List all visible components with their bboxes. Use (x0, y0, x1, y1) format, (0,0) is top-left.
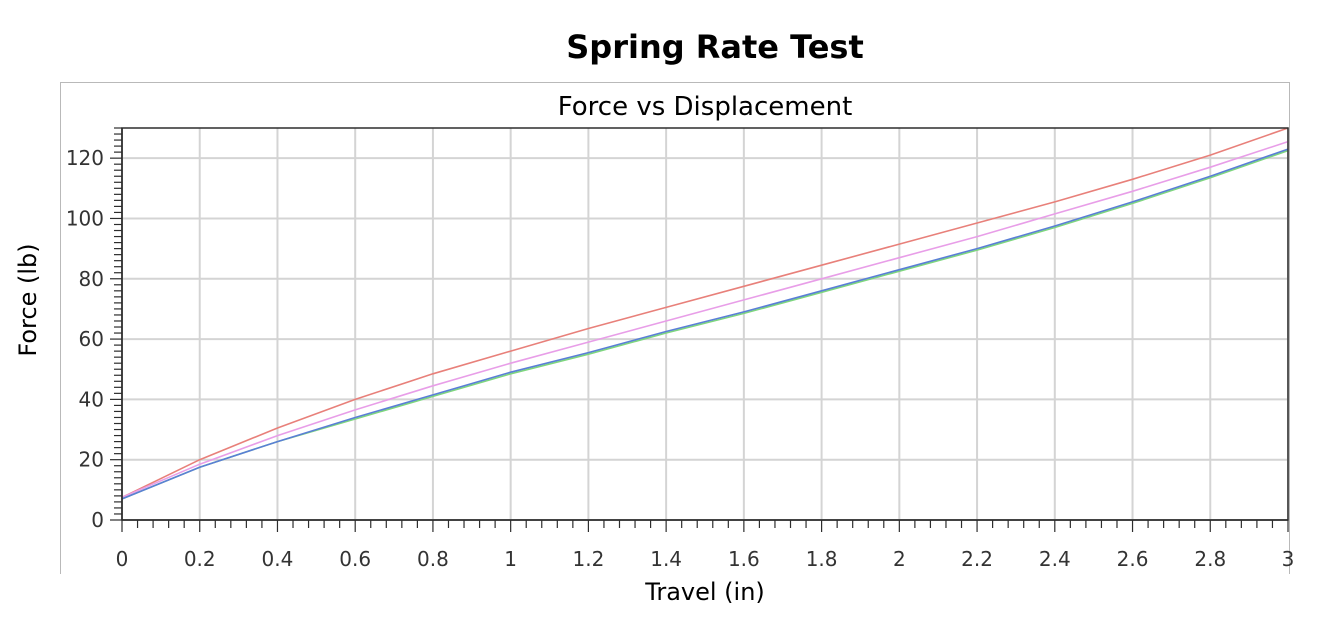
chart-frame (60, 82, 1290, 574)
x-tick-label: 1.4 (650, 547, 682, 571)
y-tick-label: 20 (79, 448, 104, 472)
x-tick-label: 0.2 (184, 547, 216, 571)
series-lines (121, 127, 1289, 500)
x-tick-label: 0.8 (417, 547, 449, 571)
y-tick-label: 0 (91, 508, 104, 532)
series-line-3 (121, 149, 1289, 500)
chart-title: Force vs Displacement (558, 92, 853, 122)
x-axis: 0 0.2 0.4 0.6 0.8 1 1.2 1.4 1.6 1.8 2 2.2 2.4 2.6 2.8 3 (116, 519, 1295, 571)
x-tick-label: 0.6 (339, 547, 371, 571)
series-line-2 (121, 140, 1289, 499)
x-tick-label: 3 (1282, 547, 1295, 571)
y-axis: 0 20 40 60 80 100 120 (66, 127, 123, 532)
page-title: Spring Rate Test (566, 28, 864, 66)
series-line-1 (121, 127, 1289, 499)
x-tick-label: 2 (893, 547, 906, 571)
x-tick-label: 2.2 (961, 547, 993, 571)
x-tick-label: 0 (116, 547, 129, 571)
grid-lines (121, 128, 1289, 521)
y-tick-label: 120 (66, 146, 104, 170)
x-tick-label: 0.4 (262, 547, 294, 571)
x-tick-label: 2.4 (1039, 547, 1071, 571)
x-tick-label: 1.8 (806, 547, 838, 571)
x-tick-label: 1 (504, 547, 517, 571)
y-tick-label: 60 (79, 327, 104, 351)
y-tick-label: 100 (66, 206, 104, 230)
x-tick-label: 1.6 (728, 547, 760, 571)
x-axis-label: Travel (in) (645, 578, 765, 606)
x-tick-label: 2.8 (1194, 547, 1226, 571)
y-tick-label: 80 (79, 267, 104, 291)
y-axis-label: Force (lb) (14, 243, 42, 357)
x-tick-label: 1.2 (572, 547, 604, 571)
series-line-4 (121, 148, 1289, 500)
y-tick-label: 40 (79, 387, 104, 411)
x-tick-label: 2.6 (1117, 547, 1149, 571)
